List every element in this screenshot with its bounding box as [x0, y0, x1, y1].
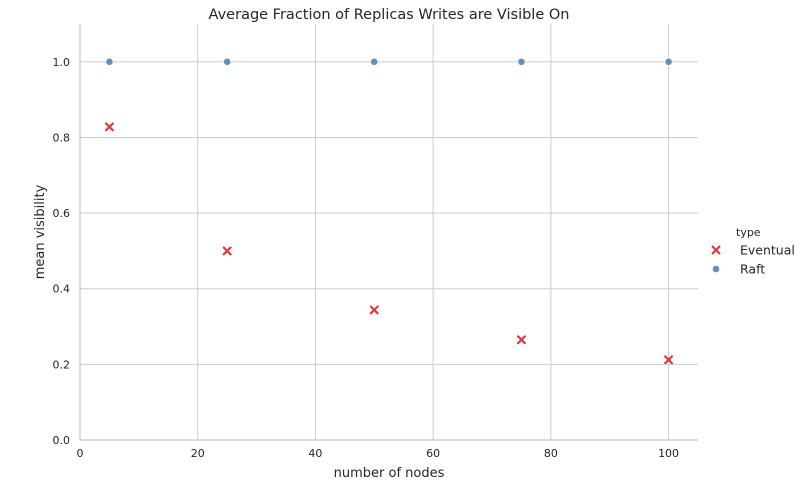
raft-point: [223, 57, 232, 66]
x-tick-labels: 0 20 40 60 80 100: [77, 447, 680, 460]
x-tick-label: 60: [426, 447, 440, 460]
x-tick-label: 40: [308, 447, 322, 460]
y-tick-labels: 0.0 0.2 0.4 0.6 0.8 1.0: [53, 56, 71, 447]
legend-label-eventual: Eventual: [740, 243, 795, 258]
y-tick-label: 0.0: [53, 434, 71, 447]
chart-title: Average Fraction of Replicas Writes are …: [209, 7, 570, 23]
raft-point: [370, 57, 379, 66]
axes: [79, 24, 698, 441]
x-tick-label: 80: [544, 447, 558, 460]
eventual-point: [516, 335, 526, 345]
legend-marker-eventual: [711, 245, 721, 255]
raft-point: [517, 57, 526, 66]
y-tick-label: 1.0: [53, 56, 71, 69]
y-tick-label: 0.6: [53, 207, 71, 220]
eventual-point: [222, 246, 232, 256]
legend-label-raft: Raft: [740, 262, 765, 277]
grid-lines: [79, 24, 698, 441]
x-tick-label: 100: [658, 447, 679, 460]
legend: type Eventual Raft: [711, 226, 795, 277]
legend-marker-raft: [712, 265, 720, 273]
eventual-point: [664, 355, 674, 365]
x-tick-label: 20: [191, 447, 205, 460]
y-tick-label: 0.2: [53, 358, 71, 371]
eventual-point: [104, 122, 114, 132]
data-points: [104, 57, 674, 365]
legend-title: type: [736, 226, 761, 239]
y-axis-label: mean visibility: [33, 184, 48, 279]
x-tick-label: 0: [77, 447, 84, 460]
y-tick-label: 0.4: [53, 283, 71, 296]
x-axis-label: number of nodes: [334, 466, 445, 481]
y-tick-label: 0.8: [53, 131, 71, 144]
raft-point: [105, 57, 114, 66]
raft-point: [664, 57, 673, 66]
eventual-point: [369, 305, 379, 315]
